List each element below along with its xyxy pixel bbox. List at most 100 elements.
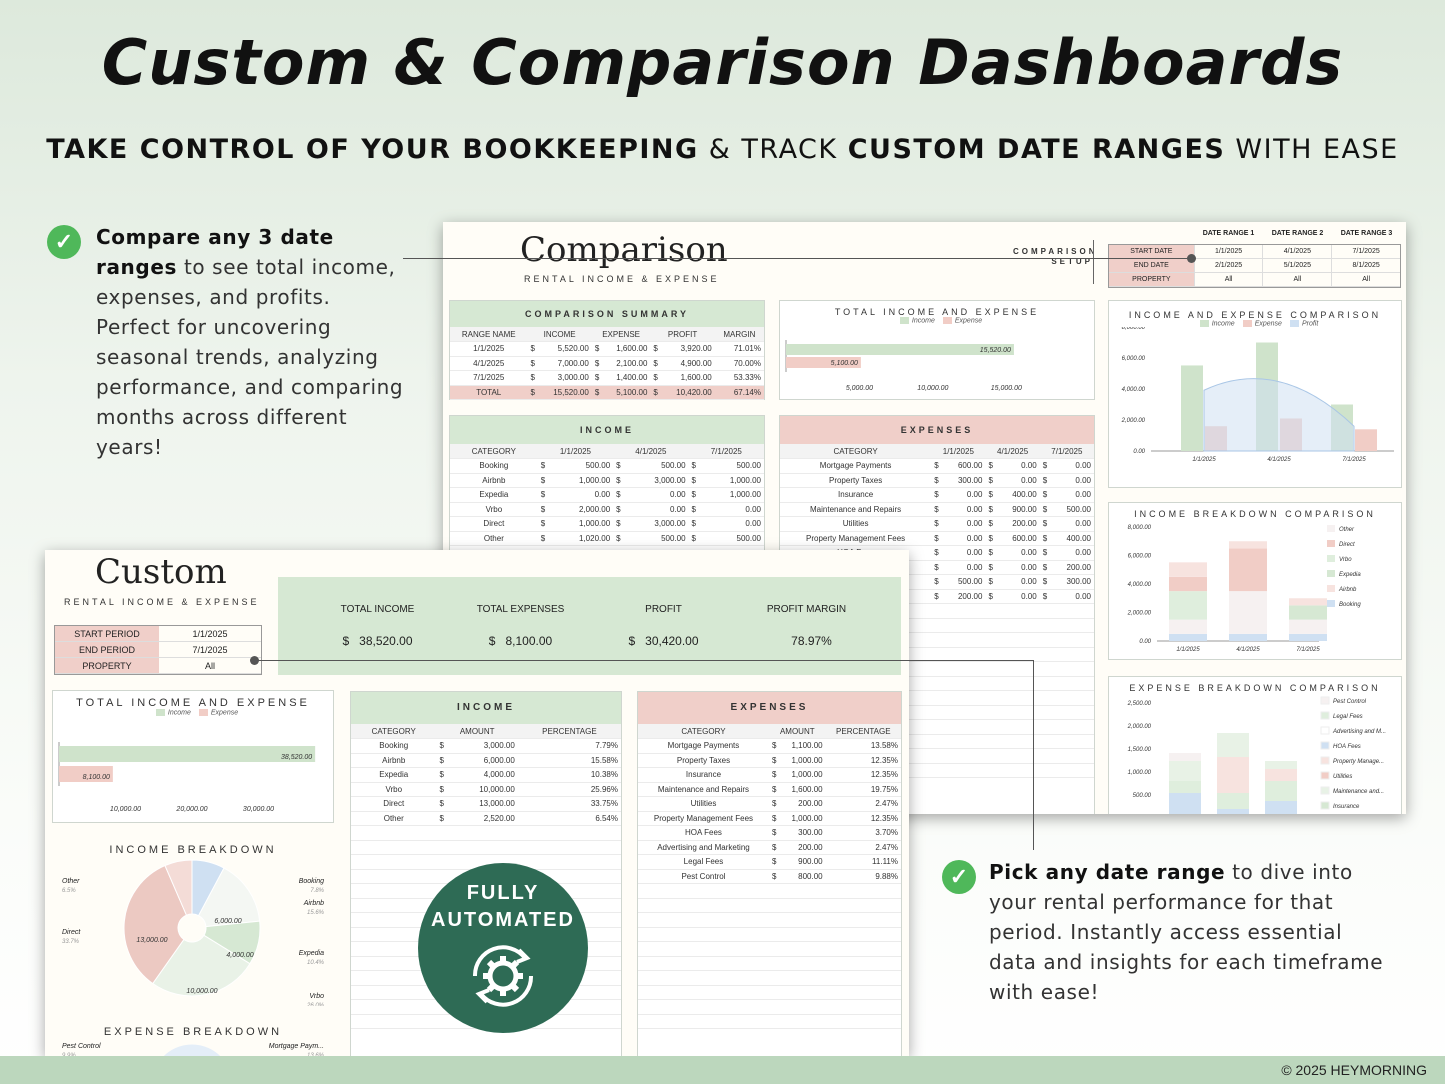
setup-value[interactable]: All xyxy=(1262,273,1331,286)
pie-percent: 15.6% xyxy=(307,910,325,916)
income-expense-comparison-panel: INCOME AND EXPENSE COMPARISON Income Expe… xyxy=(1108,300,1402,488)
custom-expenses-table: CATEGORY AMOUNT PERCENTAGE Mortgage Payment… xyxy=(638,724,901,1029)
ebc-chart: 2,500.00 2,000.00 1,500.00 1,000.00 500.00 Pe… xyxy=(1127,696,1386,814)
table-cell: 7.79% xyxy=(517,738,621,754)
currency-symbol: $ xyxy=(436,796,447,812)
table-cell: 1,000.00 xyxy=(699,473,764,488)
currency-symbol: $ xyxy=(613,487,624,503)
legend-swatch xyxy=(1327,525,1335,532)
currency-symbol: $ xyxy=(650,341,661,357)
table-cell: 0.00 xyxy=(1050,487,1094,503)
table-cell: 200.00 xyxy=(941,589,986,604)
setup-value: 8/1/2025 xyxy=(1331,259,1400,272)
badge-line-1: FULLY xyxy=(466,882,540,904)
table-cell: Insurance xyxy=(780,487,932,503)
comparison-total-chart-title: TOTAL INCOME AND EXPENSE xyxy=(834,307,1040,317)
setup-value[interactable]: All xyxy=(1331,273,1400,286)
table-cell: Expedia xyxy=(450,487,538,503)
table-cell: 0.00 xyxy=(941,516,986,532)
table-cell: 19.75% xyxy=(825,782,901,797)
pie-percent: 9.9% xyxy=(62,1053,76,1056)
data-label: 38,520.00 xyxy=(281,754,312,761)
table-cell: 9.88% xyxy=(825,869,901,884)
empty-row xyxy=(638,927,901,942)
currency-symbol: $ xyxy=(591,370,603,386)
comparison-total-chart: 15,520.00 5,100.00 5,000.00 10,000.00 15,000… xyxy=(785,340,1022,392)
kpi-value-line: $8,100.00 xyxy=(449,634,592,648)
data-label: 4,000.00 xyxy=(226,952,253,959)
pie-label: Direct xyxy=(62,929,81,936)
column-header: CATEGORY xyxy=(450,444,538,459)
subtitle-part-4: WITH EASE xyxy=(1225,134,1399,165)
currency-symbol: $ xyxy=(768,738,780,754)
column-header: 4/1/2025 xyxy=(613,444,689,459)
table-cell: 67.14% xyxy=(714,385,764,400)
setup-row-label: END PERIOD xyxy=(55,642,159,657)
table-row: Airbnb $1,000.00 $3,000.00 $1,000.00 xyxy=(450,473,764,488)
table-cell: 900.00 xyxy=(779,854,826,870)
custom-setup-table: START PERIOD 1/1/2025 END PERIOD 7/1/2025 PR… xyxy=(54,625,262,675)
comparison-name: Comparison xyxy=(520,230,728,270)
table-cell: Airbnb xyxy=(351,753,437,768)
empty-row xyxy=(638,985,901,1000)
currency-symbol: $ xyxy=(613,516,624,532)
currency-symbol: $ xyxy=(537,458,549,474)
setup-value[interactable]: All xyxy=(1193,273,1263,286)
table-row: Direct $13,000.00 33.75% xyxy=(351,796,621,812)
table-cell: TOTAL xyxy=(450,385,528,400)
table-cell: Direct xyxy=(351,796,437,812)
pie-percent: 13.6% xyxy=(307,1053,325,1056)
callout-connector-right xyxy=(254,660,1034,661)
currency-symbol: $ xyxy=(688,502,699,517)
setup-value[interactable]: All xyxy=(204,661,215,671)
custom-income-title: INCOME xyxy=(351,692,621,724)
table-cell: 0.00 xyxy=(995,473,1040,488)
currency-symbol: $ xyxy=(436,782,447,797)
currency-symbol: $ xyxy=(527,356,538,371)
table-cell: 3,000.00 xyxy=(537,370,592,386)
stack-segment xyxy=(1265,781,1297,801)
table-cell: Vrbo xyxy=(351,782,437,797)
iec-chart: 8,000.00 6,000.00 4,000.00 2,000.00 0.00 1/1/… xyxy=(1121,325,1394,463)
table-cell: 0.00 xyxy=(941,502,986,517)
bar xyxy=(59,766,113,783)
stack-segment xyxy=(1217,793,1249,809)
currency-symbol: $ xyxy=(768,854,780,870)
tick-label: 6,000.00 xyxy=(1122,356,1146,362)
legend-label: Other xyxy=(1339,527,1355,533)
currency-symbol: $ xyxy=(768,811,780,826)
table-cell: 10,420.00 xyxy=(660,385,715,400)
currency-symbol: $ xyxy=(985,589,996,604)
table-row: Property Management Fees $0.00 $600.00 $400… xyxy=(780,531,1094,546)
setup-rows: START DATE 1/1/2025 4/1/2025 7/1/2025 END DA… xyxy=(1108,244,1401,288)
kpi-value-line: $30,420.00 xyxy=(592,634,735,648)
setup-value[interactable]: 7/1/2025 xyxy=(192,645,228,655)
check-circle-icon: ✓ xyxy=(942,860,976,894)
column-header: 7/1/2025 xyxy=(1039,444,1094,459)
table-cell: Mortgage Payments xyxy=(780,458,932,474)
tick-label: 1,500.00 xyxy=(1128,747,1152,753)
table-cell: 6,000.00 xyxy=(446,753,518,768)
kpi-value: 8,100.00 xyxy=(505,634,553,648)
table-cell: 1,400.00 xyxy=(602,370,651,386)
legend-label: Income xyxy=(911,317,935,325)
stack-segment xyxy=(1229,633,1267,641)
table-header-row: CATEGORY 1/1/2025 4/1/2025 7/1/2025 xyxy=(450,444,764,459)
setup-value[interactable]: 1/1/2025 xyxy=(192,629,228,639)
table-cell: 500.00 xyxy=(623,531,689,546)
table-row: Other $1,020.00 $500.00 $500.00 xyxy=(450,531,764,546)
table-cell: 400.00 xyxy=(1050,531,1094,546)
table-cell: 0.00 xyxy=(995,545,1040,561)
column-header: AMOUNT xyxy=(768,724,826,739)
ibc-title: INCOME BREAKDOWN COMPARISON xyxy=(1134,509,1376,519)
empty-row xyxy=(638,999,901,1015)
expense-breakdown-comparison-panel: EXPENSE BREAKDOWN COMPARISON 2,500.00 2,0… xyxy=(1108,676,1402,814)
stack-segment xyxy=(1169,633,1207,641)
pie-percent: 6.5% xyxy=(62,888,76,894)
currency-symbol: $ xyxy=(985,487,996,503)
stack-segment xyxy=(1169,619,1207,634)
table-cell: 0.00 xyxy=(623,487,689,503)
table-row: Airbnb $6,000.00 15.58% xyxy=(351,753,621,768)
comparison-summary-title: COMPARISON SUMMARY xyxy=(450,301,764,327)
table-cell: 12.35% xyxy=(825,767,901,783)
